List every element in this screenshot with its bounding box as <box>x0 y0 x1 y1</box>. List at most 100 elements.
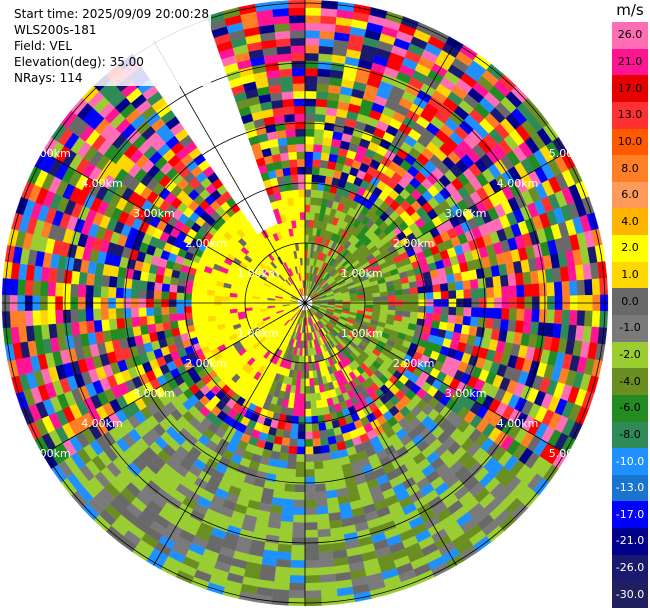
velocity-gate <box>39 280 49 297</box>
velocity-gate <box>299 196 306 205</box>
velocity-gate <box>304 408 312 417</box>
velocity-gate <box>319 23 336 33</box>
velocity-gate <box>454 281 464 291</box>
velocity-gate <box>274 30 291 40</box>
velocity-gate <box>318 45 334 55</box>
velocity-gate <box>477 317 487 329</box>
velocity-gate <box>297 431 306 440</box>
velocity-gate <box>522 271 532 286</box>
velocity-gate <box>447 314 457 324</box>
velocity-gate <box>372 296 381 302</box>
velocity-gate <box>304 90 317 99</box>
velocity-gate <box>300 370 306 379</box>
velocity-gate <box>198 305 208 312</box>
velocity-gate <box>316 83 330 93</box>
velocity-gate <box>283 174 292 184</box>
velocity-gate <box>324 114 337 124</box>
velocity-gate <box>161 283 171 292</box>
velocity-gate <box>317 536 332 546</box>
velocity-gate <box>278 536 293 546</box>
velocity-gate <box>493 286 503 298</box>
colorbar: 26.0 21.0 17.0 13.0 10.0 8.0 6.0 4.0 2.0 1.0 0.0 -1… <box>612 22 648 609</box>
colorbar-label: 21.0 <box>617 54 643 68</box>
velocity-gate <box>123 287 132 299</box>
velocity-gate <box>312 151 322 161</box>
velocity-gate <box>294 484 306 493</box>
velocity-gate <box>402 288 411 296</box>
velocity-gate <box>320 15 337 25</box>
velocity-gate <box>296 143 306 152</box>
range-label: 2.00km <box>393 357 435 370</box>
velocity-gate <box>599 310 609 329</box>
velocity-gate <box>309 385 316 394</box>
velocity-gate <box>477 277 487 289</box>
colorbar-label: 1.0 <box>621 268 639 282</box>
velocity-gate <box>433 291 442 300</box>
velocity-gate <box>153 282 163 292</box>
velocity-gate <box>319 573 336 583</box>
velocity-gate <box>310 400 317 410</box>
velocity-gate <box>448 290 457 300</box>
velocity-gate <box>439 314 449 323</box>
colorbar-label: 4.0 <box>621 214 639 228</box>
colorbar-label: 2.0 <box>621 241 639 255</box>
velocity-gate <box>321 452 332 462</box>
velocity-gate <box>161 314 171 323</box>
velocity-gate <box>146 315 156 325</box>
velocity-gate <box>523 284 533 298</box>
velocity-gate <box>286 460 297 470</box>
velocity-gate <box>288 582 306 592</box>
velocity-gate <box>316 91 329 100</box>
velocity-gate <box>576 310 586 327</box>
velocity-gate <box>313 460 324 470</box>
velocity-gate <box>514 272 525 286</box>
velocity-gate <box>591 310 601 328</box>
velocity-gate <box>507 319 517 333</box>
velocity-gate <box>138 315 148 327</box>
velocity-gate <box>409 287 419 295</box>
velocity-gate <box>425 292 434 300</box>
velocity-gate <box>115 287 124 299</box>
velocity-gate <box>297 174 306 183</box>
velocity-gate <box>93 319 103 333</box>
velocity-gate <box>293 499 306 508</box>
velocity-gate <box>440 306 450 316</box>
velocity-gate <box>282 98 295 108</box>
velocity-gate <box>221 309 231 315</box>
velocity-gate <box>320 581 337 591</box>
velocity-gate <box>584 310 593 327</box>
velocity-gate <box>463 307 472 317</box>
velocity-gate <box>154 322 164 333</box>
velocity-gate <box>304 552 320 561</box>
velocity-gate <box>431 276 441 286</box>
velocity-gate <box>289 430 299 440</box>
velocity-gate <box>311 423 320 432</box>
velocity-gate <box>469 316 479 328</box>
velocity-gate <box>324 474 336 484</box>
velocity-gate <box>319 38 335 48</box>
velocity-gate <box>278 144 289 154</box>
velocity-gate <box>304 575 321 584</box>
velocity-gate <box>288 597 306 607</box>
velocity-gate <box>501 308 510 321</box>
velocity-gate <box>516 308 525 322</box>
velocity-gate <box>304 30 321 39</box>
velocity-gate <box>281 506 294 515</box>
velocity-gate <box>309 393 316 402</box>
velocity-gate <box>47 281 57 297</box>
velocity-gate <box>24 310 34 327</box>
velocity-gate <box>299 393 306 402</box>
velocity-gate <box>312 438 321 447</box>
velocity-gate <box>304 469 315 478</box>
velocity-gate <box>286 189 294 199</box>
velocity-gate <box>304 537 319 546</box>
range-label: 3.00km <box>445 207 487 220</box>
velocity-gate <box>379 291 389 297</box>
velocity-gate <box>455 289 465 299</box>
velocity-gate <box>424 312 434 321</box>
velocity-gate <box>484 317 494 330</box>
velocity-gate <box>294 121 306 130</box>
colorbar-label: -26.0 <box>615 561 645 575</box>
velocity-gate <box>289 575 306 584</box>
velocity-gate <box>304 461 315 470</box>
